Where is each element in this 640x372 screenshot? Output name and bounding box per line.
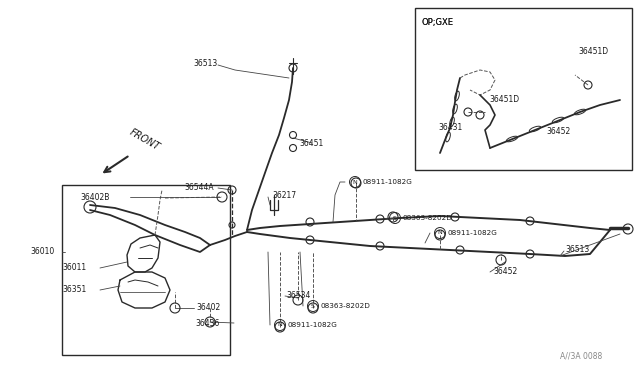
Text: 36010: 36010	[30, 247, 54, 257]
Text: 36402: 36402	[196, 304, 220, 312]
Bar	[415, 8, 632, 170]
Text: 36436: 36436	[195, 318, 220, 327]
Text: 36451D: 36451D	[489, 96, 519, 105]
Text: N: N	[438, 231, 442, 235]
Text: A//3A 0088: A//3A 0088	[560, 352, 602, 360]
Text: 36513: 36513	[565, 246, 589, 254]
Text: 36451: 36451	[300, 138, 324, 148]
Text: 08363-8202D: 08363-8202D	[321, 303, 371, 309]
Text: 36451D: 36451D	[578, 48, 608, 57]
Text: S: S	[311, 304, 315, 308]
Text: 36402B: 36402B	[80, 192, 109, 202]
Text: 36351: 36351	[62, 285, 86, 295]
Text: 08911-1082G: 08911-1082G	[362, 179, 412, 185]
Text: 08363-8202D: 08363-8202D	[403, 215, 452, 221]
Text: FRONT: FRONT	[128, 127, 162, 152]
Text: 36452: 36452	[493, 267, 517, 276]
Text: 36544A: 36544A	[184, 183, 214, 192]
Text: 08911-1082G: 08911-1082G	[287, 322, 337, 328]
Text: 36217: 36217	[272, 192, 296, 201]
Bar	[62, 185, 230, 355]
Text: 36011: 36011	[62, 263, 86, 273]
Text: S: S	[393, 215, 397, 221]
Text: N: N	[278, 323, 282, 327]
Text: OP;GXE: OP;GXE	[421, 17, 453, 26]
Text: N: N	[353, 180, 357, 185]
Text: 08911-1082G: 08911-1082G	[447, 230, 497, 236]
Text: 36513: 36513	[194, 60, 218, 68]
Text: 36452: 36452	[546, 128, 570, 137]
Text: 36534: 36534	[286, 292, 310, 301]
Text: OP;GXE: OP;GXE	[421, 17, 453, 26]
Text: 36431: 36431	[438, 124, 462, 132]
